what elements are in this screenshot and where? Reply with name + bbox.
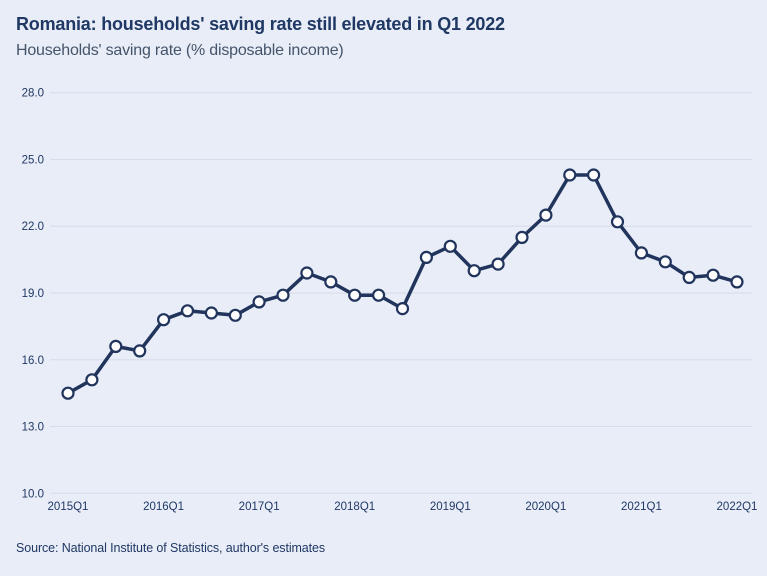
y-tick-label: 10.0 [22, 488, 44, 500]
chart-y-axis-labels: 28.0 25.0 22.0 19.0 16.0 13.0 10.0 [22, 88, 44, 501]
chart-subtitle: Households' saving rate (% disposable in… [16, 42, 344, 59]
data-point-marker [276, 288, 290, 302]
series-line [66, 173, 739, 395]
x-tick-label: 2016Q1 [143, 501, 184, 513]
data-point-marker [395, 302, 410, 316]
chart-x-axis-labels: 2015Q1 2016Q1 2017Q1 2018Q1 2019Q1 2020Q1 2021… [48, 501, 758, 513]
data-point-marker [658, 255, 672, 269]
data-point-marker [300, 266, 314, 280]
data-point-marker [348, 288, 362, 302]
x-tick-label: 2019Q1 [430, 501, 471, 513]
y-tick-label: 13.0 [22, 422, 44, 434]
y-tick-label: 28.0 [22, 88, 44, 100]
chart-gridlines [50, 92, 752, 494]
x-tick-label: 2017Q1 [239, 501, 280, 513]
x-tick-label: 2021Q1 [621, 501, 662, 513]
x-tick-label: 2020Q1 [525, 501, 566, 513]
data-point-marker [610, 215, 625, 229]
data-point-marker [443, 239, 457, 253]
data-point-marker [682, 270, 696, 284]
chart-title: Romania: households' saving rate still e… [16, 14, 505, 34]
data-point-marker [586, 168, 601, 182]
data-point-marker [85, 373, 99, 387]
data-point-marker [419, 250, 433, 264]
data-point-marker [634, 246, 649, 260]
data-point-marker [706, 268, 720, 282]
data-point-marker [180, 304, 195, 318]
y-tick-label: 22.0 [22, 221, 44, 233]
chart-series [61, 168, 744, 400]
data-point-marker [563, 168, 577, 182]
data-point-marker [157, 313, 171, 327]
y-tick-label: 16.0 [22, 355, 44, 367]
x-tick-label: 2022Q1 [717, 501, 758, 513]
data-point-marker [491, 257, 505, 271]
x-tick-label: 2015Q1 [48, 501, 89, 513]
data-point-marker [109, 339, 123, 353]
data-point-marker [204, 306, 218, 320]
x-tick-label: 2018Q1 [334, 501, 375, 513]
data-point-marker [228, 308, 242, 322]
data-point-marker [133, 344, 147, 358]
data-point-marker [730, 275, 744, 289]
data-point-marker [61, 386, 75, 400]
data-point-marker [252, 295, 266, 309]
data-point-marker [467, 264, 481, 278]
data-point-marker [324, 275, 338, 289]
source-note: Source: National Institute of Statistics… [16, 541, 326, 555]
y-tick-label: 19.0 [22, 288, 44, 300]
data-point-marker [372, 288, 386, 302]
data-point-marker [515, 230, 529, 244]
data-point-marker [539, 208, 553, 222]
y-tick-label: 25.0 [22, 154, 44, 166]
